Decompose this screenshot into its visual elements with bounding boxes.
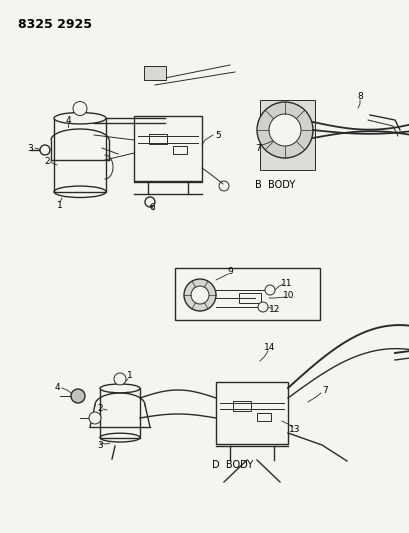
Text: 4: 4 [54,384,60,392]
Bar [175,268,319,320]
Text: 1: 1 [127,372,133,381]
Circle shape [145,197,155,207]
Text: 2: 2 [97,405,103,414]
Ellipse shape [100,384,139,393]
Bar [216,382,287,444]
Text: 7: 7 [254,143,260,152]
Text: 9: 9 [227,268,232,277]
Bar [238,293,261,303]
Circle shape [114,373,126,385]
Circle shape [218,181,229,191]
Bar [173,146,187,154]
Text: 2: 2 [44,157,49,166]
Text: D  BODY: D BODY [211,460,252,470]
Text: 11: 11 [281,279,292,287]
Text: 5: 5 [215,131,220,140]
Circle shape [257,302,267,312]
Bar [54,118,106,192]
Text: 7: 7 [321,386,327,395]
Bar [256,413,270,421]
Text: 10: 10 [283,292,294,301]
Circle shape [89,412,101,424]
Text: 1: 1 [57,200,63,209]
Text: B  BODY: B BODY [254,180,294,190]
Circle shape [40,145,50,155]
Bar [232,401,250,411]
Ellipse shape [54,112,106,124]
Text: 6: 6 [149,204,155,213]
Text: 3: 3 [97,441,103,450]
Circle shape [71,389,85,403]
Bar [100,389,139,438]
Text: 13: 13 [288,425,300,434]
Bar [148,134,166,144]
Text: 14: 14 [264,343,275,352]
Text: 3: 3 [27,143,33,152]
Text: 8: 8 [356,92,362,101]
Circle shape [268,114,300,146]
Text: 12: 12 [269,305,280,314]
Circle shape [264,285,274,295]
Bar [134,116,202,181]
Text: 4: 4 [65,116,71,125]
Circle shape [184,279,216,311]
Circle shape [73,101,87,116]
Bar [259,100,314,170]
Bar [144,66,166,80]
Text: 8325 2925: 8325 2925 [18,18,92,31]
Circle shape [256,102,312,158]
Circle shape [191,286,209,304]
